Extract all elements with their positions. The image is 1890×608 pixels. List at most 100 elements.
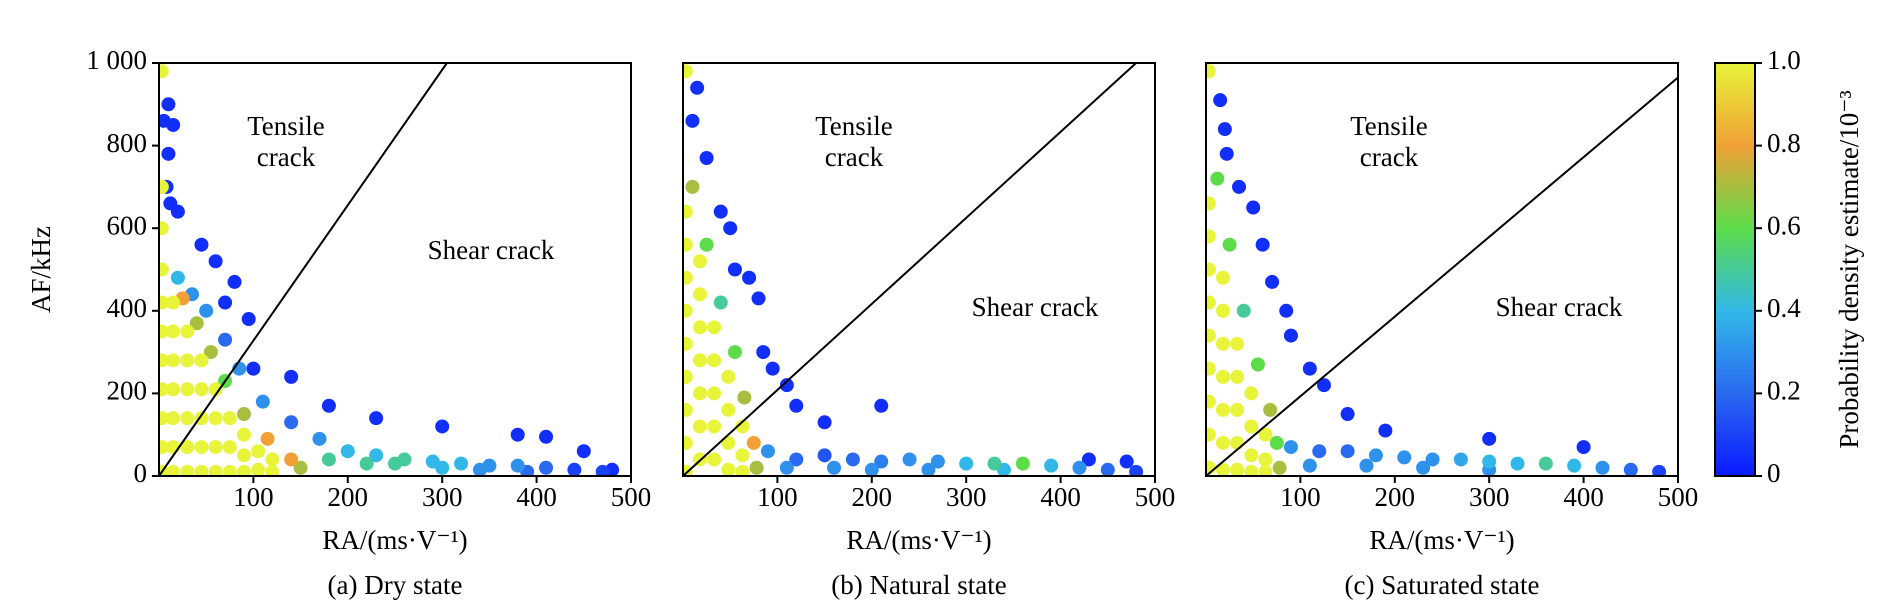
point [170, 270, 185, 285]
point [208, 440, 223, 455]
point [789, 398, 804, 413]
point [692, 353, 707, 368]
point [921, 462, 936, 476]
point [707, 320, 722, 335]
point [1206, 196, 1216, 211]
point [1119, 454, 1134, 469]
y-axis-label: AF/kHz [26, 226, 56, 313]
point [180, 353, 195, 368]
point [1213, 93, 1228, 108]
point [1538, 456, 1553, 471]
point [1206, 328, 1216, 343]
point [1510, 456, 1525, 471]
point [874, 398, 889, 413]
x-tick-label: 400 [516, 482, 557, 512]
point [1453, 452, 1468, 467]
point [685, 179, 700, 194]
point [163, 196, 178, 211]
x-tick-label: 100 [1280, 482, 1321, 512]
point [1567, 458, 1582, 473]
point [721, 402, 736, 417]
point [1258, 427, 1273, 442]
point [166, 382, 181, 397]
point [1255, 237, 1270, 252]
point [1246, 200, 1261, 215]
point [222, 464, 237, 476]
x-tick-label: 200 [328, 482, 369, 512]
x-tick-label: 300 [946, 482, 987, 512]
point [692, 254, 707, 269]
point [180, 324, 195, 339]
point [539, 460, 554, 475]
point [1595, 460, 1610, 475]
annotation: crack [257, 142, 316, 172]
point [1258, 464, 1273, 476]
point [713, 295, 728, 310]
point [1232, 179, 1247, 194]
point [692, 419, 707, 434]
point [1269, 435, 1284, 450]
point [1215, 270, 1230, 285]
point [1340, 444, 1355, 459]
point [1044, 458, 1059, 473]
point [435, 419, 450, 434]
x-axis-label: RA/(ms·V⁻¹) [846, 525, 991, 555]
point [1244, 386, 1259, 401]
point [727, 262, 742, 277]
point [166, 117, 181, 132]
point [1258, 452, 1273, 467]
point [166, 324, 181, 339]
point [1244, 464, 1259, 476]
point [1206, 64, 1216, 79]
point [683, 435, 693, 450]
colorbar-tick-label: 0.4 [1767, 293, 1801, 323]
colorbar-tick-label: 1.0 [1767, 45, 1801, 75]
point [222, 440, 237, 455]
x-tick-label: 500 [1135, 482, 1176, 512]
point [236, 407, 251, 422]
point [749, 460, 764, 475]
panel: 100 200 300 400 500 RA/(ms·V⁻¹) (b) Natural st… [682, 62, 1176, 600]
point [1236, 303, 1251, 318]
point [159, 262, 169, 277]
point [369, 411, 384, 426]
point [721, 462, 736, 476]
point [218, 332, 233, 347]
panel: 100 200 300 400 500 0 200 400 600 800 1 000 AF/kHz R… [26, 45, 651, 600]
point [987, 456, 1002, 471]
y-tick-label: 600 [107, 210, 148, 240]
point [194, 464, 209, 476]
point [359, 456, 374, 471]
point [159, 64, 169, 79]
point [208, 382, 223, 397]
x-tick-label: 100 [757, 482, 798, 512]
x-tick-label: 500 [611, 482, 652, 512]
point [1425, 452, 1440, 467]
annotation: Tensile [1350, 111, 1428, 141]
point [510, 427, 525, 442]
point [293, 460, 308, 475]
point [194, 382, 209, 397]
point [1215, 402, 1230, 417]
colorbar-tick-label: 0.2 [1767, 376, 1801, 406]
point [1623, 462, 1638, 476]
points [683, 64, 1144, 476]
point [1244, 448, 1259, 463]
point [312, 431, 327, 446]
point [713, 204, 728, 219]
point [284, 452, 299, 467]
point [1482, 431, 1497, 446]
x-tick-label: 200 [852, 482, 893, 512]
point [692, 320, 707, 335]
point [284, 415, 299, 430]
point [1378, 423, 1393, 438]
point [751, 291, 766, 306]
point [222, 411, 237, 426]
point [1652, 464, 1667, 476]
annotation: Shear crack [428, 235, 555, 265]
point [699, 150, 714, 165]
point [1100, 462, 1115, 476]
point [690, 80, 705, 95]
point [227, 274, 242, 289]
point [765, 361, 780, 376]
